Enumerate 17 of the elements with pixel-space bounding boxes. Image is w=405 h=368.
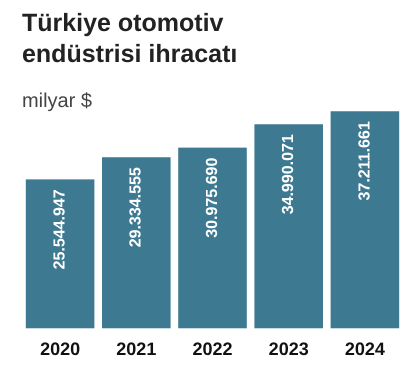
data-label: 30.975.690 [204, 158, 221, 238]
bar [254, 124, 323, 328]
data-label: 37.211.661 [356, 121, 374, 200]
bar [330, 111, 400, 328]
chart-title: Türkiye otomotiv endüstrisi ihracatı [22, 8, 238, 70]
x-tick-label: 2020 [40, 339, 80, 360]
bar [26, 179, 94, 328]
data-label: 25.544.947 [52, 189, 69, 270]
x-tick-label: 2023 [268, 339, 309, 360]
x-tick-label: 2022 [192, 339, 233, 360]
chart-subtitle: milyar $ [22, 90, 92, 113]
bar [102, 157, 171, 328]
x-tick-label: 2021 [116, 339, 156, 360]
bar [178, 148, 247, 328]
data-label: 34.990.071 [280, 134, 298, 214]
x-tick-label: 2024 [344, 339, 385, 360]
data-label: 29.334.555 [128, 167, 145, 248]
